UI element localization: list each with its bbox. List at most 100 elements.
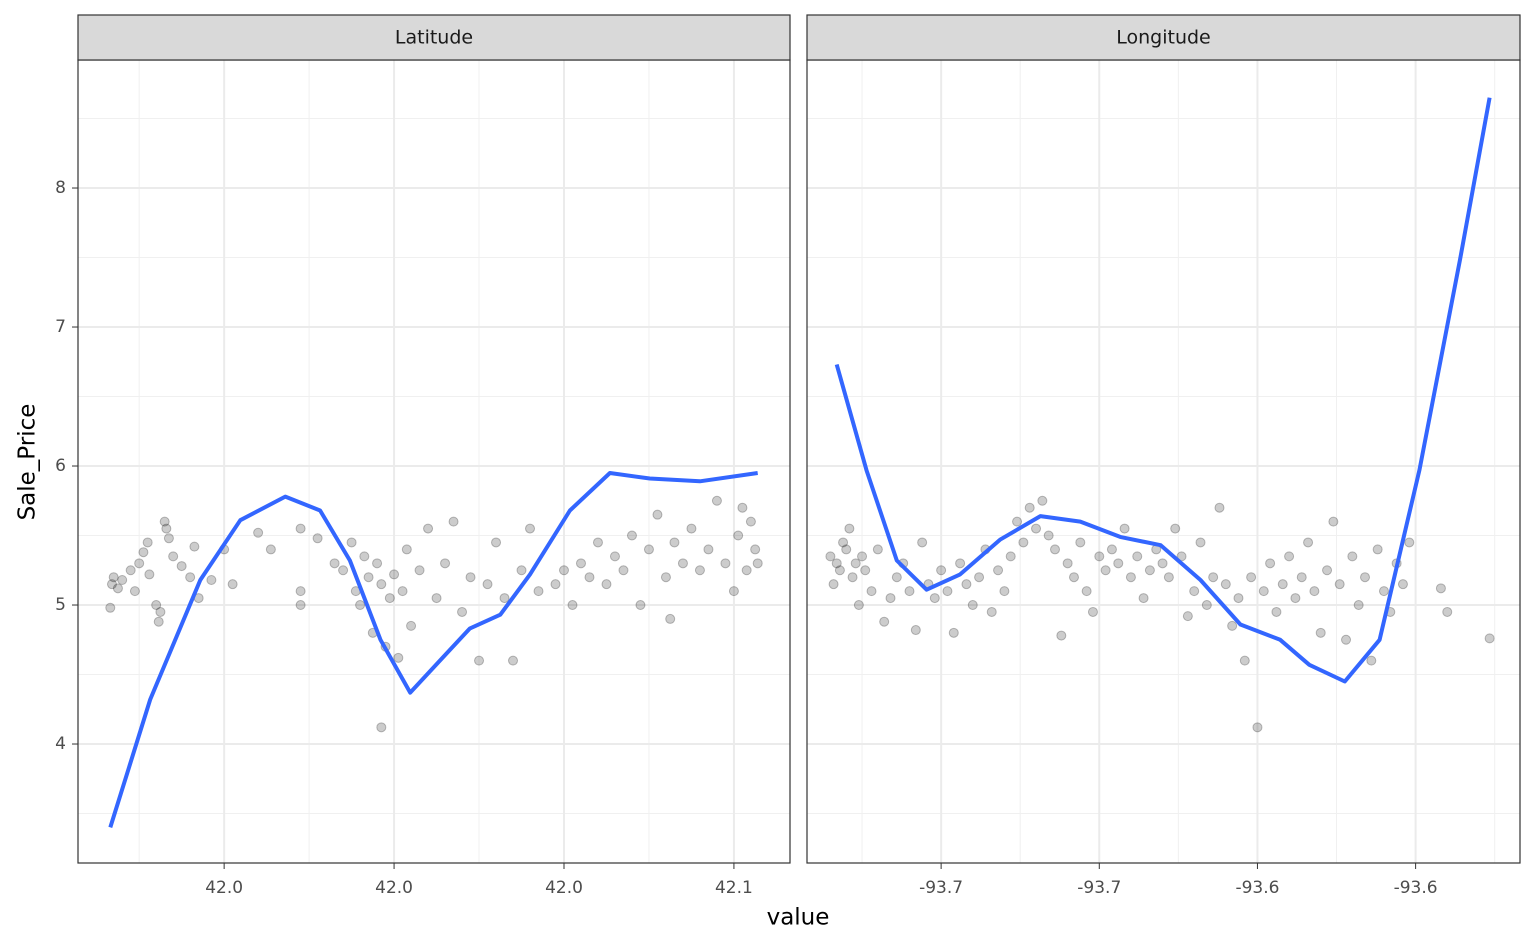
- point: [1303, 537, 1314, 548]
- point: [575, 558, 586, 569]
- point: [138, 547, 149, 558]
- point: [737, 502, 748, 513]
- point: [1315, 627, 1326, 638]
- y-tick-label: 8: [55, 178, 66, 198]
- point: [1100, 565, 1111, 576]
- point: [917, 537, 928, 548]
- point: [1050, 544, 1060, 555]
- point: [397, 586, 408, 597]
- point: [847, 572, 858, 583]
- point: [910, 625, 921, 636]
- point: [1227, 620, 1238, 631]
- point: [1125, 572, 1136, 583]
- point: [457, 606, 468, 617]
- strip-label: Latitude: [395, 27, 473, 49]
- panel-background: [807, 60, 1520, 863]
- point: [1208, 572, 1219, 583]
- strip: [77, 14, 791, 61]
- point: [1328, 516, 1339, 527]
- point: [974, 572, 985, 583]
- point: [1170, 523, 1181, 534]
- point: [1296, 572, 1307, 583]
- smooth-line: [108, 471, 758, 828]
- point: [567, 600, 578, 611]
- point: [482, 579, 493, 590]
- point: [1265, 558, 1276, 569]
- point: [841, 544, 852, 555]
- point: [1284, 551, 1295, 562]
- point: [660, 572, 671, 583]
- point: [745, 516, 756, 527]
- point: [312, 533, 323, 544]
- point: [508, 655, 519, 666]
- point: [885, 593, 896, 604]
- point: [1094, 551, 1105, 562]
- point: [1353, 600, 1364, 611]
- point: [584, 572, 595, 583]
- point: [828, 579, 839, 590]
- point: [355, 600, 366, 611]
- point: [1144, 565, 1155, 576]
- point: [1043, 530, 1054, 541]
- x-tick-label: 42.0: [375, 878, 413, 898]
- point: [406, 620, 417, 631]
- point: [338, 565, 349, 576]
- x-tick-label: -93.7: [919, 878, 963, 898]
- point: [1404, 537, 1415, 548]
- point: [448, 516, 459, 527]
- y-tick-label: 7: [55, 317, 66, 337]
- point: [423, 523, 434, 534]
- point: [942, 586, 953, 597]
- point: [363, 572, 374, 583]
- point: [253, 527, 264, 538]
- point: [694, 565, 705, 576]
- point: [372, 558, 383, 569]
- point: [677, 558, 688, 569]
- point: [516, 565, 527, 576]
- point: [1037, 495, 1048, 506]
- point: [741, 565, 752, 576]
- point: [652, 509, 663, 520]
- point: [376, 579, 387, 590]
- point: [491, 537, 502, 548]
- point: [1157, 558, 1168, 569]
- point: [168, 551, 179, 562]
- smooth-line: [834, 97, 1492, 684]
- point: [860, 565, 871, 576]
- y-tick-label: 5: [55, 595, 66, 615]
- point: [474, 655, 485, 666]
- point: [993, 565, 1004, 576]
- x-tick-label: 42.1: [715, 878, 753, 898]
- point: [359, 551, 370, 562]
- point: [635, 600, 646, 611]
- point: [850, 558, 861, 569]
- point: [1119, 523, 1130, 534]
- point: [112, 583, 123, 594]
- point: [142, 537, 153, 548]
- point: [853, 600, 864, 611]
- point: [728, 586, 739, 597]
- point: [1442, 606, 1453, 617]
- point: [106, 579, 117, 590]
- point: [955, 558, 966, 569]
- point: [1341, 634, 1352, 645]
- point: [129, 586, 140, 597]
- point: [151, 600, 162, 611]
- point: [1220, 579, 1231, 590]
- point: [163, 533, 174, 544]
- point: [295, 600, 306, 611]
- point: [825, 551, 836, 562]
- point: [1189, 586, 1200, 597]
- point: [1012, 516, 1023, 527]
- point: [1366, 655, 1377, 666]
- point: [176, 561, 187, 572]
- point: [1138, 593, 1149, 604]
- point: [393, 652, 404, 663]
- point: [872, 544, 883, 555]
- point: [550, 579, 561, 590]
- point: [155, 606, 166, 617]
- point: [1068, 572, 1079, 583]
- point: [831, 558, 842, 569]
- point: [1372, 544, 1383, 555]
